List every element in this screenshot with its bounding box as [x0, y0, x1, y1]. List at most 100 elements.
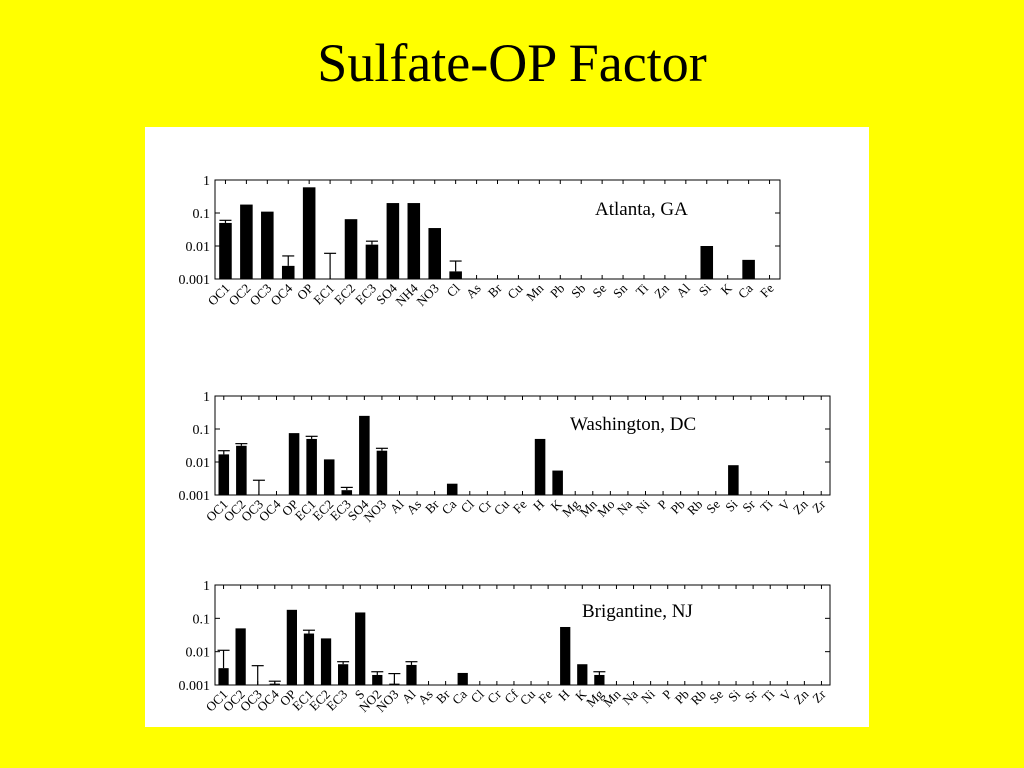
- x-label-2-18: Cu: [517, 686, 539, 708]
- x-label-1-16: Cu: [491, 496, 513, 518]
- x-label-1-23: Na: [614, 496, 635, 517]
- bar-0-oc3: [261, 211, 274, 279]
- x-label-2-7: EC3: [323, 687, 350, 714]
- bar-1-oc2: [236, 445, 247, 495]
- y-tick-label-2-0: 1: [203, 579, 210, 594]
- bar-0-oc1: [219, 222, 232, 279]
- y-tick-label-1-2: 0.01: [186, 456, 211, 471]
- y-tick-label-0-3: 0.001: [179, 273, 211, 288]
- x-label-0-23: Si: [696, 280, 715, 299]
- bar-1-ca: [446, 483, 458, 495]
- bar-0-oc2: [240, 204, 253, 279]
- bar-2-k: [577, 664, 588, 685]
- x-label-1-11: As: [403, 497, 424, 518]
- chart-title-1: Washington, DC: [570, 414, 696, 435]
- x-label-0-13: Br: [485, 280, 505, 300]
- bar-1-op: [288, 433, 300, 495]
- x-label-0-17: Sb: [568, 281, 588, 301]
- bar-2-mg: [594, 674, 605, 685]
- x-label-0-25: Ca: [735, 280, 756, 301]
- y-tick-label-1-3: 0.001: [179, 489, 211, 504]
- y-tick-label-1-1: 0.1: [193, 423, 211, 438]
- x-label-2-30: Si: [725, 686, 744, 705]
- bar-0-no3: [428, 228, 441, 279]
- x-label-0-14: Cu: [504, 280, 526, 302]
- bar-1-ec2: [323, 459, 335, 495]
- y-tick-label-2-2: 0.01: [186, 646, 211, 661]
- bar-1-h: [534, 438, 546, 495]
- bar-2-ec2: [320, 638, 332, 685]
- bar-1-k: [552, 470, 563, 495]
- x-label-0-22: Al: [673, 280, 693, 300]
- bar-1-no3: [376, 450, 388, 495]
- x-label-2-29: Se: [706, 686, 726, 706]
- x-label-1-31: Ti: [757, 496, 776, 515]
- x-label-1-17: Fe: [510, 496, 530, 516]
- y-tick-label-0-2: 0.01: [186, 240, 211, 255]
- x-label-0-19: Sn: [610, 280, 631, 301]
- bar-2-op: [286, 609, 297, 685]
- y-tick-label-2-3: 0.001: [179, 679, 211, 694]
- y-tick-label-0-1: 0.1: [193, 207, 211, 222]
- bar-0-oc4: [281, 265, 295, 279]
- x-label-2-25: Ni: [638, 686, 658, 706]
- bar-0-ec2: [344, 219, 358, 279]
- slide-title: Sulfate-OP Factor: [317, 33, 707, 93]
- x-label-1-30: Sr: [739, 496, 758, 515]
- x-label-1-33: Zn: [790, 496, 811, 517]
- y-tick-label-0-0: 1: [203, 174, 210, 189]
- x-label-2-28: Rb: [688, 687, 709, 708]
- bar-1-ec1: [306, 438, 317, 495]
- x-label-0-10: NO3: [413, 281, 441, 309]
- x-label-1-24: Ni: [633, 496, 653, 516]
- bar-0-cl: [449, 271, 462, 279]
- x-label-0-24: K: [718, 280, 736, 298]
- bar-2-ca: [457, 672, 468, 685]
- chart-panel: Atlanta, GA 1 0.1 0.01 0.001 OC1 OC2 OC3 OC4 OP EC…: [145, 127, 869, 727]
- x-label-2-24: Na: [619, 686, 640, 707]
- bar-2-oc2: [235, 628, 246, 685]
- plot-frame-2: [214, 584, 831, 686]
- x-label-0-26: Fe: [757, 280, 777, 300]
- x-label-1-27: Rb: [684, 497, 705, 518]
- x-label-2-31: Sr: [741, 686, 760, 705]
- bar-2-oc4: [269, 683, 280, 685]
- y-tick-label-1-0: 1: [203, 390, 210, 405]
- x-label-1-13: Ca: [439, 496, 460, 517]
- x-label-2-35: Zr: [809, 686, 829, 706]
- plot-frame-0: [214, 179, 781, 280]
- x-label-1-18: H: [530, 497, 547, 514]
- bar-0-so4: [386, 203, 400, 279]
- x-label-0-11: Cl: [443, 280, 463, 300]
- bar-2-ec1: [303, 633, 315, 685]
- bar-2-s: [355, 612, 366, 685]
- chart-title-2: Brigantine, NJ: [582, 601, 693, 622]
- y-tick-label-2-1: 0.1: [193, 612, 211, 627]
- bar-2-h: [560, 626, 571, 685]
- bar-2-al: [406, 664, 417, 685]
- bar-0-ec3: [365, 244, 379, 279]
- bar-2-ec3: [338, 664, 349, 685]
- bar-0-ca: [742, 259, 755, 279]
- x-label-0-18: Se: [589, 280, 609, 300]
- x-label-0-16: Pb: [547, 281, 567, 301]
- bar-0-op: [302, 187, 316, 279]
- bar-2-no3: [389, 683, 400, 685]
- x-label-0-15: Mn: [523, 280, 547, 304]
- bar-1-oc1: [218, 454, 230, 495]
- x-label-0-21: Zn: [651, 280, 672, 301]
- x-label-2-12: As: [415, 687, 436, 708]
- bar-0-si: [700, 246, 714, 279]
- bar-1-ec3: [341, 490, 353, 495]
- x-label-2-14: Ca: [449, 686, 470, 707]
- x-label-2-20: H: [555, 687, 572, 704]
- bar-0-nh4: [407, 203, 421, 279]
- bar-2-oc1: [218, 668, 229, 685]
- bar-1-so4: [359, 415, 370, 495]
- bar-2-no2: [372, 674, 383, 685]
- x-label-1-34: Zr: [809, 496, 829, 516]
- x-label-1-25: P: [654, 497, 670, 513]
- x-label-2-32: Ti: [759, 686, 778, 705]
- chart-title-0: Atlanta, GA: [595, 199, 688, 220]
- x-label-2-34: Zn: [791, 686, 812, 707]
